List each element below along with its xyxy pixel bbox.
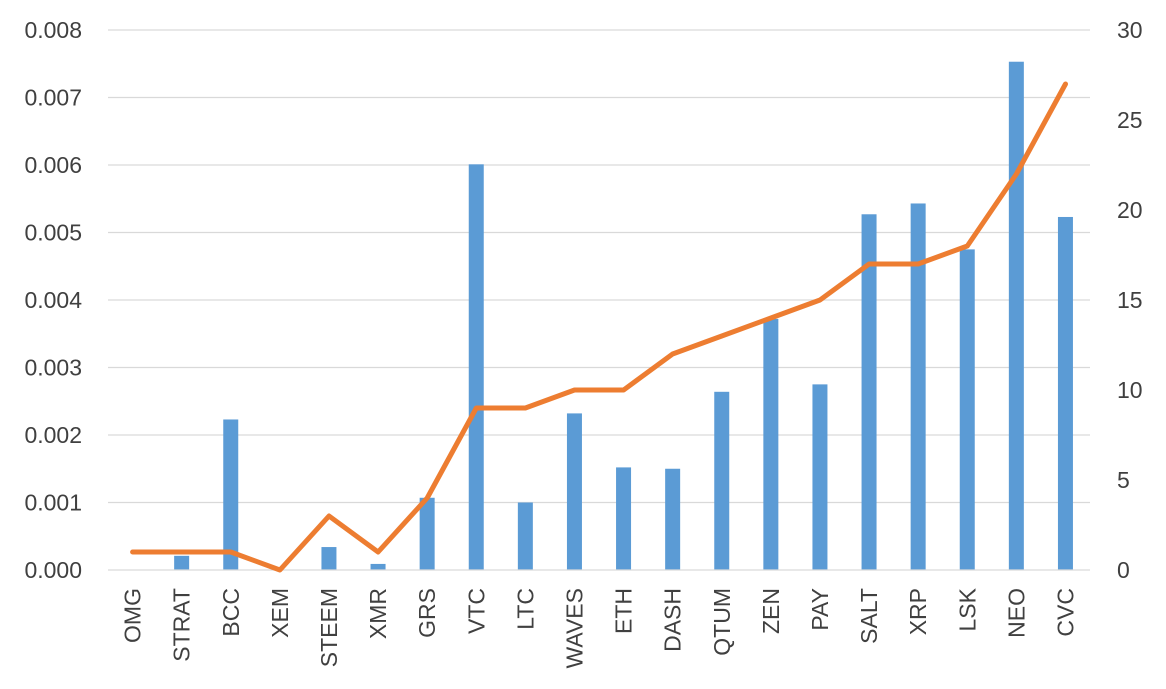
category-label: DASH: [660, 588, 686, 652]
bar: [370, 563, 386, 570]
bar: [1008, 61, 1024, 570]
category-label: WAVES: [561, 588, 587, 669]
left-tick-label: 0.008: [24, 17, 82, 43]
bar: [321, 547, 337, 570]
category-label: ZEN: [758, 588, 784, 634]
right-tick-label: 5: [1117, 467, 1130, 493]
left-tick-label: 0.007: [24, 85, 82, 111]
right-tick-label: 30: [1117, 17, 1143, 43]
bar: [223, 419, 239, 570]
category-label: CVC: [1052, 588, 1078, 637]
bar: [616, 467, 632, 570]
left-tick-label: 0.004: [24, 287, 82, 313]
bar: [419, 497, 435, 570]
left-axis-ticks: 0.000 0.001 0.002 0.003 0.004 0.005 0.006 0.007…: [24, 17, 82, 583]
left-tick-label: 0.002: [24, 422, 82, 448]
bar: [1057, 216, 1073, 570]
bar: [517, 502, 533, 570]
bar-series: [174, 61, 1073, 570]
bar: [468, 164, 484, 570]
bar: [566, 413, 582, 570]
bar: [959, 249, 975, 570]
category-label: PAY: [807, 588, 833, 631]
right-tick-label: 15: [1117, 287, 1143, 313]
left-tick-label: 0.006: [24, 152, 82, 178]
category-label: STEEM: [316, 588, 342, 667]
bar: [861, 214, 877, 570]
category-label: GRS: [414, 588, 440, 638]
category-label: SALT: [856, 588, 882, 644]
category-label: OMG: [120, 588, 146, 643]
category-label: BCC: [218, 588, 244, 637]
bar: [763, 318, 779, 570]
x-axis-ticks: OMG STRAT BCC XEM STEEM XMR GRS VTC LTC WAVES ETH D…: [120, 587, 1079, 668]
category-label: XEM: [267, 588, 293, 638]
left-tick-label: 0.000: [24, 557, 82, 583]
category-label: STRAT: [169, 588, 195, 662]
bar: [812, 384, 828, 570]
right-tick-label: 25: [1117, 107, 1143, 133]
line-series: [130, 81, 1068, 573]
category-label: XMR: [365, 588, 391, 639]
right-axis-ticks: 0 5 10 15 20 25 30: [1117, 17, 1143, 583]
left-tick-label: 0.001: [24, 490, 82, 516]
category-label: XRP: [905, 588, 931, 635]
category-label: ETH: [611, 588, 637, 634]
right-tick-label: 0: [1117, 557, 1130, 583]
bar: [910, 203, 926, 570]
right-tick-label: 10: [1117, 377, 1143, 403]
category-label: LTC: [512, 588, 538, 630]
bar: [714, 391, 730, 570]
left-tick-label: 0.003: [24, 355, 82, 381]
category-label: VTC: [463, 588, 489, 634]
bar: [665, 468, 681, 570]
gridlines: [108, 29, 1090, 504]
right-tick-label: 20: [1117, 197, 1143, 223]
category-label: QTUM: [709, 588, 735, 656]
category-label: NEO: [1003, 588, 1029, 638]
bar: [174, 555, 190, 570]
left-tick-label: 0.005: [24, 220, 82, 246]
category-label: LSK: [954, 587, 980, 631]
